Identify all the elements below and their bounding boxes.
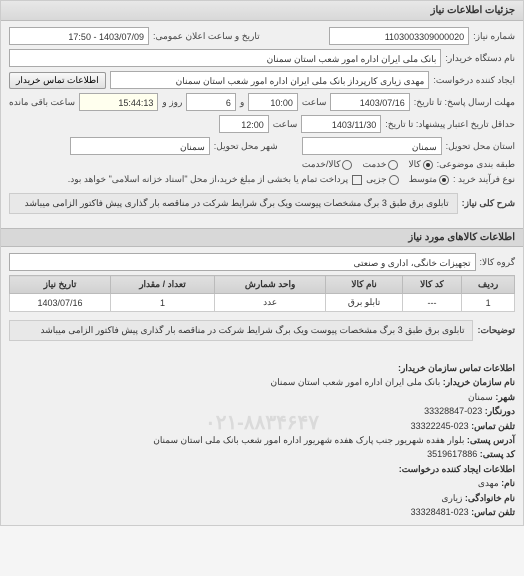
panel-header: جزئیات اطلاعات نیاز (1, 1, 523, 21)
radio-medium-label: متوسط (409, 174, 437, 185)
deadline-date-field: 1403/07/16 (330, 93, 409, 111)
radio-service-label: خدمت (362, 159, 386, 170)
postal: 3519617886 (427, 449, 477, 459)
c-tel: 023-33328481 (411, 507, 469, 517)
radio-both[interactable] (342, 160, 352, 170)
category-radio-group: کالا خدمت کالا/خدمت (302, 159, 433, 170)
payment-checkbox[interactable] (352, 175, 362, 185)
details-section: شماره نیاز: 1103003309000020 تاریخ و ساع… (1, 21, 523, 228)
fname: مهدی (478, 478, 499, 488)
contact-button[interactable]: اطلاعات تماس خریدار (9, 72, 106, 89)
radio-goods-label: کالا (408, 159, 420, 170)
th-unit: واحد شمارش (214, 276, 326, 294)
td-row: 1 (462, 294, 515, 312)
radio-partial[interactable] (389, 175, 399, 185)
time-label-2: ساعت (273, 119, 298, 130)
payment-note: پرداخت تمام یا بخشی از مبلغ خرید،از محل … (68, 174, 348, 185)
th-name: نام کالا (326, 276, 402, 294)
days-field: 6 (186, 93, 236, 111)
deadline-label: مهلت ارسال پاسخ: تا تاریخ: (414, 97, 515, 108)
req-number-label: شماره نیاز: (473, 31, 515, 42)
delivery-time-field: 12:00 (219, 115, 269, 133)
th-code: کد کالا (402, 276, 462, 294)
main-panel: جزئیات اطلاعات نیاز شماره نیاز: 11030033… (0, 0, 524, 526)
category-label: طبقه بندی موضوعی: (437, 159, 515, 170)
radio-both-label: کالا/خدمت (302, 159, 341, 170)
lname: زیاری (441, 493, 462, 503)
needtype-radio-group: متوسط جزیی (366, 174, 449, 185)
th-row: ردیف (462, 276, 515, 294)
fname-label: نام: (501, 478, 515, 488)
address-label: آدرس پستی: (467, 435, 515, 445)
td-code: --- (402, 294, 462, 312)
radio-medium[interactable] (439, 175, 449, 185)
c-city-label: شهر: (495, 392, 515, 402)
c-tel-label: تلفن تماس: (471, 507, 515, 517)
contact-header: اطلاعات تماس سازمان خریدار: (398, 363, 515, 373)
city-label: شهر محل تحویل: (214, 141, 278, 152)
remaining-label: ساعت باقی مانده (9, 97, 75, 108)
group-field: تجهیزات خانگی، اداری و صنعتی (9, 253, 476, 271)
province-label: استان محل تحویل: (446, 141, 515, 152)
req-number-field: 1103003309000020 (329, 27, 469, 45)
remaining-field: 15:44:13 (79, 93, 158, 111)
creator-field: مهدی زیاری کارپرداز بانک ملی ایران اداره… (110, 71, 430, 89)
deadline-time-field: 10:00 (248, 93, 298, 111)
goods-section: گروه کالا: تجهیزات خانگی، اداری و صنعتی … (1, 247, 523, 355)
public-date-field: 1403/07/09 - 17:50 (9, 27, 149, 45)
tel: 023-33328847 (424, 406, 482, 416)
days-label: روز و (162, 97, 182, 108)
td-name: تابلو برق (326, 294, 402, 312)
province-field: سمنان (302, 137, 442, 155)
org-name: بانک ملی ایران اداره امور شعب استان سمنا… (271, 377, 441, 387)
th-qty: تعداد / مقدار (111, 276, 215, 294)
delivery-date-field: 1403/11/30 (301, 115, 381, 133)
needtype-label: نوع فرآیند خرید : (453, 174, 515, 185)
org-name-label: نام سازمان خریدار: (443, 377, 515, 387)
lname-label: نام خانوادگی: (465, 493, 515, 503)
public-date-label: تاریخ و ساعت اعلان عمومی: (153, 31, 260, 42)
creator-label: ایجاد کننده درخواست: (433, 75, 515, 86)
delivery-label: حداقل تاریخ اعتبار پیشنهاد: تا تاریخ: (385, 119, 515, 130)
time-label-1: ساعت (302, 97, 327, 108)
fax: 023-33322245 (411, 421, 469, 431)
keywords-label: شرح کلی نیاز: (462, 198, 515, 209)
radio-goods[interactable] (423, 160, 433, 170)
radio-partial-label: جزیی (366, 174, 387, 185)
req-creator-header: اطلاعات ایجاد کننده درخواست: (399, 464, 515, 474)
td-date: 1403/07/16 (10, 294, 111, 312)
group-label: گروه کالا: (480, 257, 515, 268)
c-city: سمنان (468, 392, 493, 402)
table-row[interactable]: 1 --- تابلو برق عدد 1 1403/07/16 (10, 294, 515, 312)
notes-label: توضیحات: (477, 325, 515, 336)
fax-label: تلفن تماس: (471, 421, 515, 431)
address: بلوار هفده شهریور جنب پارک هفده شهریور ا… (153, 435, 464, 445)
device-label: نام دستگاه خریدار: (445, 53, 515, 64)
notes-block: تابلوی برق طبق 3 برگ مشخصات پیوست ویک بر… (9, 320, 473, 341)
th-date: تاریخ نیاز (10, 276, 111, 294)
td-qty: 1 (111, 294, 215, 312)
goods-table: ردیف کد کالا نام کالا واحد شمارش تعداد /… (9, 275, 515, 312)
radio-service[interactable] (388, 160, 398, 170)
city-field: سمنان (70, 137, 210, 155)
days-and: و (240, 97, 244, 108)
postal-label: کد پستی: (480, 449, 515, 459)
td-unit: عدد (214, 294, 326, 312)
device-field: بانک ملی ایران اداره امور شعب استان سمنا… (9, 49, 441, 67)
keywords-block: تابلوی برق طبق 3 برگ مشخصات پیوست ویک بر… (9, 193, 458, 214)
tel-label: دورنگار: (485, 406, 515, 416)
contact-section: ۰۲۱-۸۸۳۴۶۴۷ اطلاعات تماس سازمان خریدار: … (1, 355, 523, 525)
goods-header: اطلاعات کالاهای مورد نیاز (1, 228, 523, 247)
